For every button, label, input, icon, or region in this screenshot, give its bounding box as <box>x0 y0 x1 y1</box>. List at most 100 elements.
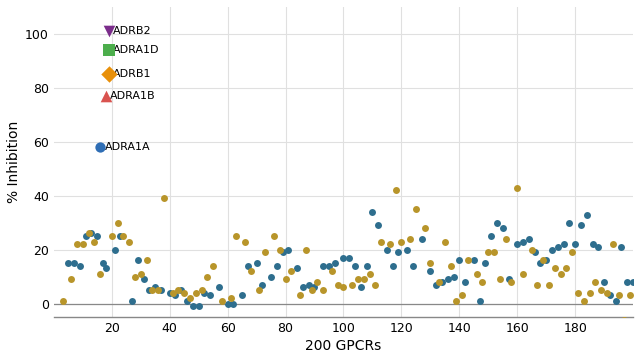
Point <box>104 72 114 77</box>
Point <box>474 298 484 304</box>
Point <box>541 257 551 263</box>
Point <box>451 298 461 304</box>
Point <box>101 93 111 99</box>
Point <box>109 247 120 252</box>
Point <box>385 241 395 247</box>
Point <box>199 290 209 296</box>
Point <box>298 284 308 290</box>
Point <box>89 239 99 244</box>
Point <box>425 268 435 274</box>
Point <box>576 222 586 228</box>
Point <box>405 236 415 242</box>
Point <box>449 274 459 279</box>
Point <box>382 247 392 252</box>
Point <box>132 257 143 263</box>
Point <box>237 293 247 298</box>
Point <box>436 279 447 285</box>
Point <box>564 220 575 225</box>
Point <box>544 282 554 288</box>
Point <box>567 249 577 255</box>
Point <box>559 241 569 247</box>
Point <box>440 239 450 244</box>
Point <box>579 298 589 304</box>
Point <box>240 239 250 244</box>
Point <box>498 225 508 231</box>
Point <box>292 266 302 271</box>
Point <box>611 298 621 304</box>
Point <box>295 293 305 298</box>
Point <box>492 220 502 225</box>
Point <box>370 282 380 288</box>
Point <box>614 293 624 298</box>
Point <box>86 230 97 236</box>
Point <box>159 195 169 201</box>
Point <box>312 279 323 285</box>
Point <box>327 268 337 274</box>
Point <box>344 255 355 261</box>
Point <box>196 287 207 293</box>
Text: ADRA1B: ADRA1B <box>110 91 156 101</box>
Point <box>147 287 157 293</box>
Point <box>518 271 528 277</box>
Point <box>495 276 505 282</box>
Point <box>443 276 453 282</box>
Point <box>504 276 514 282</box>
Point <box>620 317 630 323</box>
Point <box>223 301 233 306</box>
Point <box>164 290 175 296</box>
Point <box>550 266 560 271</box>
Point <box>176 287 186 293</box>
Point <box>625 293 636 298</box>
Point <box>506 279 516 285</box>
Point <box>339 284 349 290</box>
Point <box>83 230 93 236</box>
Point <box>339 255 349 261</box>
Point <box>486 233 496 239</box>
Point <box>266 274 276 279</box>
Point <box>141 257 152 263</box>
Point <box>582 212 592 217</box>
Point <box>284 247 294 252</box>
Point <box>376 239 386 244</box>
Point <box>214 284 224 290</box>
Point <box>417 236 427 242</box>
Point <box>113 220 123 225</box>
Point <box>547 247 557 252</box>
Point <box>202 274 212 279</box>
Point <box>561 266 572 271</box>
Point <box>454 257 465 263</box>
Point <box>552 244 563 250</box>
Point <box>115 233 125 239</box>
Point <box>512 241 522 247</box>
Point <box>66 276 76 282</box>
Point <box>350 263 360 269</box>
Point <box>246 268 256 274</box>
Point <box>394 249 404 255</box>
Point <box>622 279 632 285</box>
Point <box>373 222 383 228</box>
Y-axis label: % Inhibition: % Inhibition <box>7 121 21 203</box>
Point <box>616 244 627 250</box>
Point <box>185 295 195 301</box>
Point <box>419 225 429 231</box>
Point <box>599 279 609 285</box>
Point <box>188 303 198 309</box>
Point <box>150 284 161 290</box>
Text: ADRA1A: ADRA1A <box>104 142 150 152</box>
Point <box>500 236 511 242</box>
Point <box>527 247 537 252</box>
Point <box>58 298 68 304</box>
Point <box>272 263 282 269</box>
Point <box>538 257 548 263</box>
Point <box>231 233 241 239</box>
Point <box>596 287 606 293</box>
Point <box>205 293 215 298</box>
Point <box>362 263 372 269</box>
Point <box>104 28 114 34</box>
Point <box>243 263 253 269</box>
Point <box>333 282 343 288</box>
Point <box>260 249 270 255</box>
Point <box>532 282 543 288</box>
Point <box>307 287 317 293</box>
X-axis label: 200 GPCRs: 200 GPCRs <box>305 339 381 353</box>
